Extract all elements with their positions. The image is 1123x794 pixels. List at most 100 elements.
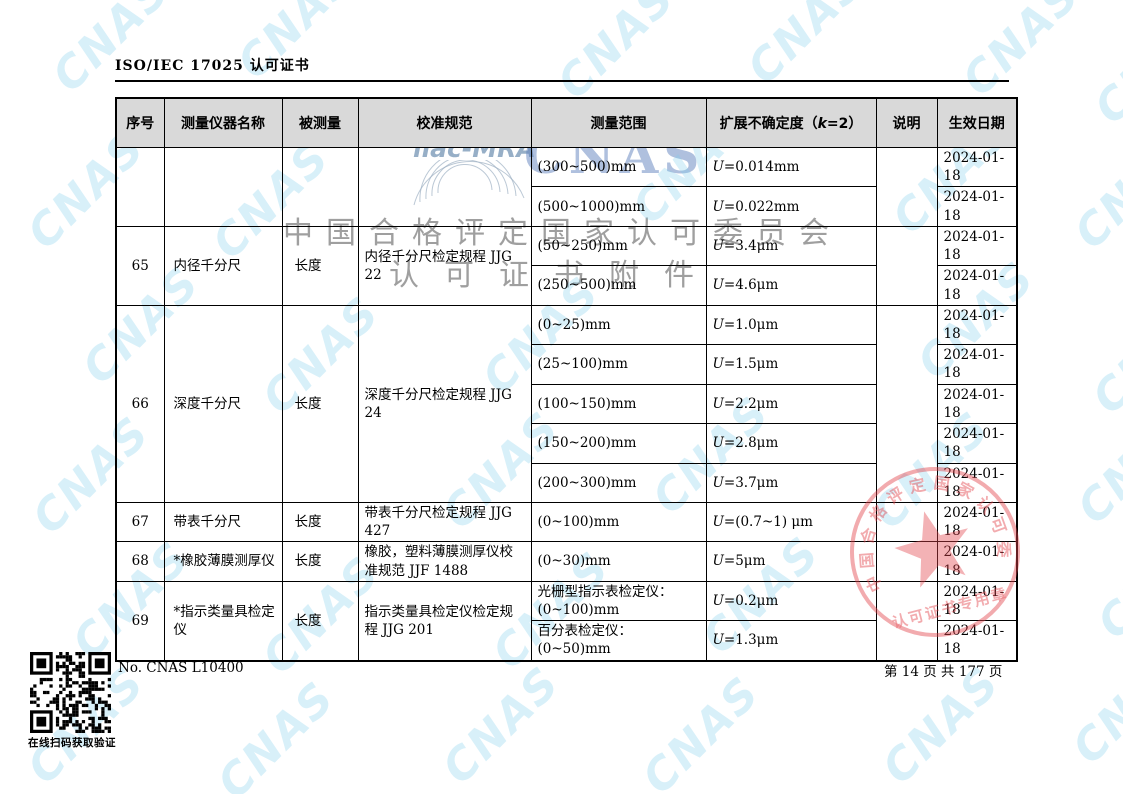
cell-uncertainty: U=0.014mm: [705, 146, 877, 188]
calibration-table: 序号 测量仪器名称 被测量 校准规范 测量范围 扩展不确定度（k=2） 说明 生效日期 (30…: [115, 97, 1018, 662]
seal-star-icon: [894, 511, 968, 588]
cell-measurement-range: (50~250)mm: [530, 225, 707, 267]
page-number: 第 14 页 共 177 页: [884, 664, 1003, 680]
cell-uncertainty: U=4.6μm: [705, 265, 877, 306]
cell-uncertainty: U=(0.7~1) μm: [705, 501, 877, 543]
column-header: 生效日期: [936, 97, 1018, 148]
column-header: 测量仪器名称: [163, 97, 283, 148]
cell-effective-date: 2024-01-18: [936, 186, 1018, 227]
cell-note: [875, 541, 938, 582]
column-header: 被测量: [281, 97, 359, 148]
cell-uncertainty: U=1.5μm: [705, 344, 877, 385]
document-title: ISO/IEC 17025 认可证书: [115, 58, 310, 74]
table-row: (100~150)mm U=2.2μm 2024-01-18: [116, 383, 1018, 425]
cell-calibration-spec: 指示类量具检定仪检定规程 JJG 201: [357, 580, 532, 662]
accreditation-seal: 中国合格评定国家认可委员会 认可证书专用章: [845, 462, 1020, 637]
cell-uncertainty: U=5μm: [705, 541, 877, 582]
cell-calibration-spec: 深度千分尺检定规程 JJG 24: [357, 304, 532, 503]
table-row: (150~200)mm U=2.8μm 2024-01-18: [116, 423, 1018, 464]
cell-effective-date: 2024-01-18: [936, 265, 1018, 306]
cell-instrument-name: 内径千分尺: [163, 225, 283, 306]
cell-uncertainty: U=2.8μm: [705, 423, 877, 464]
qr-code: [30, 652, 111, 733]
table-row: 69 *指示类量具检定仪 长度 指示类量具检定仪检定规程 JJG 201 光栅型指示表检…: [115, 580, 1018, 662]
cell-measurement-range: (150~200)mm: [530, 423, 707, 464]
cell-note: [875, 147, 938, 227]
cell-calibration-spec: 带表千分尺检定规程 JJG 427: [357, 501, 532, 543]
table-row: 65 内径千分尺 长度 内径千分尺检定规程 JJG 22 (50~250)mm U=3.4…: [115, 225, 1018, 306]
cell-measurement-range: (0~100)mm: [530, 501, 707, 543]
table-row: (250~500)mm U=4.6μm 2024-01-18: [116, 265, 1018, 306]
cell-measurement-range: (250~500)mm: [530, 265, 707, 306]
cell-uncertainty: U=3.4μm: [705, 225, 877, 267]
cell-measurement-range: (25~100)mm: [530, 344, 707, 385]
cell-seq-no: 68: [115, 541, 165, 582]
table-row: 66 深度千分尺 长度 深度千分尺检定规程 JJG 24 (0~25)mm U=1.0μm…: [115, 304, 1018, 503]
table-row: 67 带表千分尺 长度 带表千分尺检定规程 JJG 427 (0~100)mm U=(0.…: [115, 501, 1018, 543]
column-header: 校准规范: [357, 97, 532, 148]
header-rule: [115, 80, 1009, 82]
cell-uncertainty: U=0.022mm: [705, 186, 877, 227]
cell-measurement-range: 光栅型指示表检定仪：(0~100)mm: [530, 580, 707, 622]
cell-effective-date: 2024-01-18: [936, 304, 1018, 346]
cell-measured-quantity: 长度: [281, 580, 359, 662]
cell-note: [875, 304, 938, 503]
cell-measured-quantity: 长度: [281, 541, 359, 582]
cell-calibration-spec: [357, 147, 532, 227]
cell-measurement-range: 百分表检定仪：(0~50)mm: [530, 620, 707, 662]
cell-measurement-range: (0~30)mm: [530, 541, 707, 582]
table-row: 68 *橡胶薄膜测厚仪 长度 橡胶，塑料薄膜测厚仪校准规范 JJF 1488 (0~30…: [115, 541, 1018, 582]
cell-measured-quantity: [281, 147, 359, 227]
cell-effective-date: 2024-01-18: [936, 383, 1018, 425]
cell-seq-no: [115, 147, 165, 227]
cell-measurement-range: (200~300)mm: [530, 462, 707, 503]
cell-uncertainty: U=1.0μm: [705, 304, 877, 346]
cell-calibration-spec: 橡胶，塑料薄膜测厚仪校准规范 JJF 1488: [357, 541, 532, 582]
cell-seq-no: 66: [115, 304, 165, 503]
cell-calibration-spec: 内径千分尺检定规程 JJG 22: [357, 225, 532, 306]
table-row: (200~300)mm U=3.7μm 2024-01-18: [116, 462, 1018, 503]
cell-effective-date: 2024-01-18: [936, 541, 1018, 582]
qr-caption: 在线扫码获取验证: [28, 737, 116, 749]
cell-measurement-range: (500~1000)mm: [530, 186, 707, 227]
cell-effective-date: 2024-01-18: [936, 225, 1018, 267]
cell-instrument-name: 带表千分尺: [163, 501, 283, 543]
cell-measurement-range: (0~25)mm: [530, 304, 707, 346]
column-header: 序号: [115, 97, 165, 148]
svg-text:认可证书专用章: 认可证书专用章: [890, 584, 1010, 632]
cell-instrument-name: 深度千分尺: [163, 304, 283, 503]
cell-measured-quantity: 长度: [281, 304, 359, 503]
cell-measured-quantity: 长度: [281, 501, 359, 543]
table-header: 序号 测量仪器名称 被测量 校准规范 测量范围 扩展不确定度（k=2） 说明 生效日期: [115, 97, 1018, 148]
certificate-number: No. CNAS L10400: [118, 660, 244, 676]
cell-uncertainty: U=0.2μm: [705, 580, 877, 622]
cell-effective-date: 2024-01-18: [936, 344, 1018, 385]
cell-uncertainty: U=1.3μm: [705, 620, 877, 662]
table-row: (500~1000)mm U=0.022mm 2024-01-18: [116, 186, 1018, 227]
cell-uncertainty: U=3.7μm: [705, 462, 877, 503]
cell-effective-date: 2024-01-18: [936, 501, 1018, 543]
cell-seq-no: 67: [115, 501, 165, 543]
cell-instrument-name: *橡胶薄膜测厚仪: [163, 541, 283, 582]
table-row: (300~500)mm U=0.014mm 2024-01-18: [115, 146, 1018, 227]
cell-instrument-name: *指示类量具检定仪: [163, 580, 283, 662]
table-row: 百分表检定仪：(0~50)mm U=1.3μm 2024-01-18: [116, 620, 1018, 662]
column-header: 扩展不确定度（k=2）: [705, 97, 877, 148]
cell-seq-no: 65: [115, 225, 165, 306]
cell-note: [875, 225, 938, 306]
cell-measurement-range: (300~500)mm: [530, 146, 707, 188]
column-header: 测量范围: [530, 97, 707, 148]
cell-measurement-range: (100~150)mm: [530, 383, 707, 425]
cell-measured-quantity: 长度: [281, 225, 359, 306]
column-header: 说明: [875, 97, 938, 148]
table-row: (25~100)mm U=1.5μm 2024-01-18: [116, 344, 1018, 385]
cell-effective-date: 2024-01-18: [936, 462, 1018, 503]
cell-seq-no: 69: [115, 580, 165, 662]
cell-effective-date: 2024-01-18: [936, 146, 1018, 188]
cell-uncertainty: U=2.2μm: [705, 383, 877, 425]
cell-effective-date: 2024-01-18: [936, 423, 1018, 464]
cell-note: [875, 580, 938, 662]
cell-instrument-name: [163, 147, 283, 227]
